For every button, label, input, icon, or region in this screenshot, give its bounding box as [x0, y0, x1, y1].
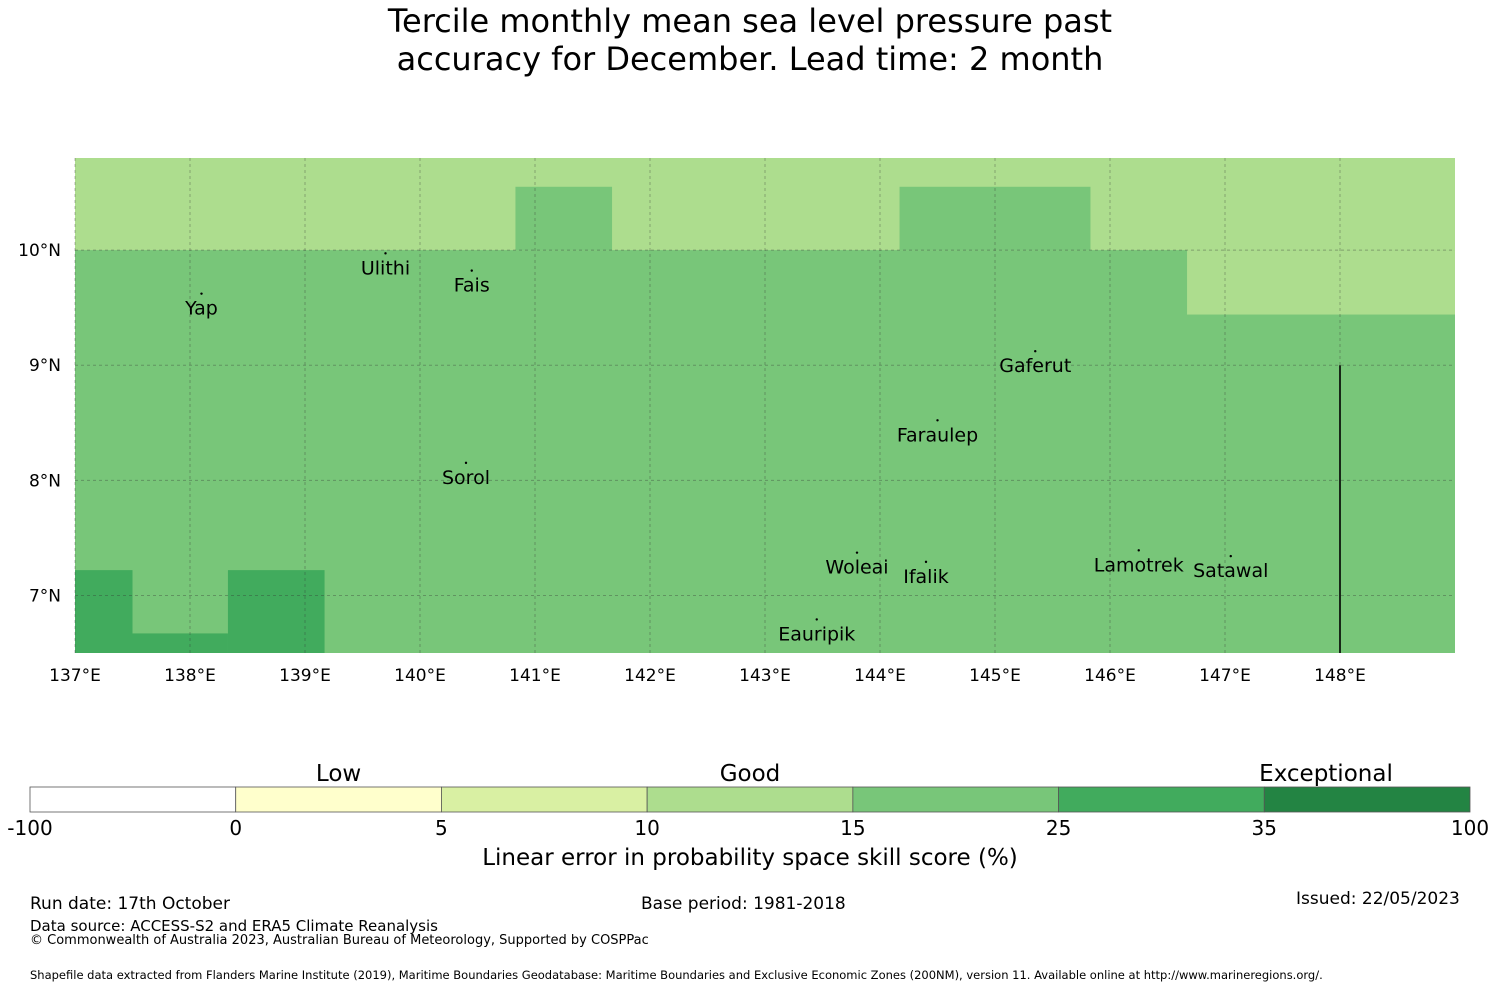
run-date: Run date: 17th October — [30, 894, 230, 914]
axis-tick-labels: 137°E 138°E 139°E 140°E 141°E 142°E 143°E 144°E… — [18, 241, 1366, 686]
lat-tick-label: 10°N — [18, 241, 61, 261]
place-label: Faraulep — [897, 424, 978, 446]
colorbar-tick-label: 0 — [229, 816, 242, 840]
place-label: Fais — [454, 275, 490, 297]
skill-cell — [132, 633, 228, 653]
colorbar-tick-label: 10 — [634, 816, 659, 840]
lat-tick-label: 9°N — [29, 356, 61, 376]
lon-tick-label: 137°E — [49, 666, 101, 686]
skill-grid-cells — [75, 158, 1455, 653]
colorbar-tick-labels: -100 0 5 10 15 25 35 100 — [7, 816, 1489, 840]
skill-cell — [899, 186, 1091, 251]
colorbar-tick-label: 35 — [1252, 816, 1277, 840]
skill-map: Yap Ulithi Fais Gaferut Faraulep Sorol Woleai I… — [18, 158, 1455, 686]
copyright: © Commonwealth of Australia 2023, Austra… — [30, 933, 649, 948]
island-marker — [855, 551, 859, 554]
island-marker — [384, 252, 387, 255]
colorbar-category-label: Good — [720, 761, 781, 787]
skill-cell — [1187, 250, 1455, 315]
colorbar-bin — [1058, 786, 1265, 813]
colorbar-tick-label: 100 — [1451, 816, 1489, 840]
island-marker — [470, 269, 473, 272]
data-source: Data source: ACCESS-S2 and ERA5 Climate … — [30, 917, 438, 935]
island-marker — [1137, 549, 1140, 552]
lon-tick-label: 145°E — [969, 666, 1021, 686]
colorbar-category-label: Low — [316, 761, 361, 787]
lat-tick-label: 7°N — [29, 586, 61, 606]
island-marker — [924, 560, 928, 564]
place-label: Gaferut — [999, 355, 1071, 377]
colorbar-bin — [852, 786, 1059, 813]
colorbar-tick-label: -100 — [7, 816, 52, 840]
map-title-line2: accuracy for December. Lead time: 2 mont… — [396, 40, 1104, 78]
place-labels: Yap Ulithi Fais Gaferut Faraulep Sorol Woleai I… — [184, 252, 1268, 645]
colorbar-bin — [1263, 786, 1471, 813]
colorbar-category-label: Exceptional — [1259, 761, 1393, 787]
island-marker — [815, 618, 818, 621]
place-label: Lamotrek — [1094, 554, 1184, 576]
lon-tick-label: 148°E — [1314, 666, 1366, 686]
lon-tick-label: 146°E — [1084, 666, 1136, 686]
skill-cell — [227, 570, 325, 653]
colorbar-bin — [29, 786, 237, 813]
shapefile-credit: Shapefile data extracted from Flanders M… — [30, 968, 1323, 982]
lon-tick-label: 140°E — [394, 666, 446, 686]
skill-cell — [75, 570, 133, 653]
colorbar-category-labels: Low Good Exceptional — [316, 761, 1393, 787]
lat-tick-label: 8°N — [29, 471, 61, 491]
place-label: Yap — [184, 298, 218, 320]
place-label: Sorol — [442, 467, 490, 489]
place-label: Ifalik — [903, 566, 949, 588]
place-label: Satawal — [1193, 560, 1268, 582]
island-marker — [200, 292, 203, 295]
lon-tick-label: 142°E — [624, 666, 676, 686]
lon-tick-label: 144°E — [854, 666, 906, 686]
skill-cell — [515, 186, 613, 251]
lon-tick-label: 139°E — [279, 666, 331, 686]
colorbar-bin — [646, 786, 854, 813]
map-title: Tercile monthly mean sea level pressure … — [0, 2, 1500, 78]
island-marker — [464, 461, 468, 465]
colorbar-title: Linear error in probability space skill … — [482, 845, 1018, 871]
map-title-line1: Tercile monthly mean sea level pressure … — [387, 2, 1113, 40]
place-label: Woleai — [825, 557, 888, 579]
lon-tick-label: 143°E — [739, 666, 791, 686]
colorbar-bin — [235, 786, 442, 813]
place-label: Eauripik — [778, 623, 855, 645]
island-marker — [1034, 350, 1037, 353]
issued-date: Issued: 22/05/2023 — [1296, 889, 1460, 909]
skill-cell — [75, 158, 1455, 251]
island-marker — [1229, 554, 1232, 558]
colorbar-bins — [29, 786, 1471, 813]
colorbar-tick-label: 15 — [840, 816, 865, 840]
lon-tick-label: 141°E — [509, 666, 561, 686]
colorbar-tick-label: 25 — [1046, 816, 1071, 840]
colorbar-tick-label: 5 — [435, 816, 448, 840]
place-label: Ulithi — [361, 257, 410, 279]
lon-tick-label: 147°E — [1199, 666, 1251, 686]
colorbar-legend: Low Good Exceptional -100 0 5 10 15 25 35 100 — [7, 761, 1489, 840]
base-period: Base period: 1981-2018 — [641, 894, 846, 914]
island-marker — [936, 419, 939, 422]
lon-tick-label: 138°E — [164, 666, 216, 686]
colorbar-bin — [441, 786, 648, 813]
